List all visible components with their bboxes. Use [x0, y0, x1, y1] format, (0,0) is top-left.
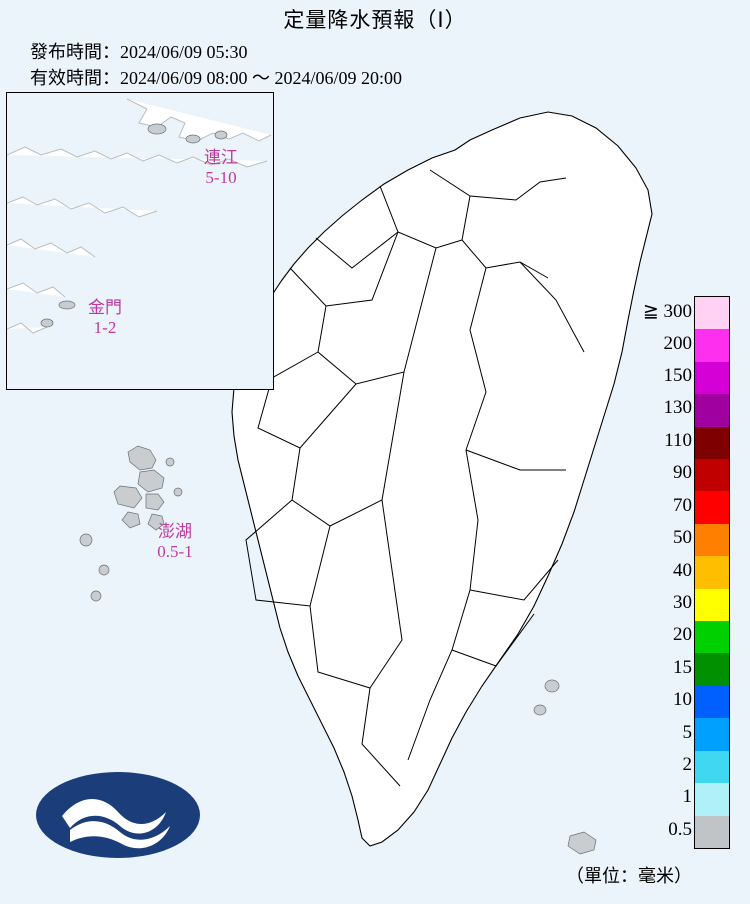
legend-band: [695, 718, 729, 751]
offshore-islets: [533, 679, 597, 855]
legend-tick: 10: [673, 689, 692, 711]
penghu-name: 澎湖: [158, 522, 192, 541]
penghu-islands: [79, 445, 183, 602]
logo-wave-icon: [62, 798, 170, 849]
legend-tick: 2: [682, 753, 693, 775]
lianjiang-label: 連江 5-10: [178, 148, 264, 187]
legend-tick: ≧ 300: [642, 301, 692, 323]
legend-band: [695, 556, 729, 589]
legend-tick: 90: [673, 462, 692, 484]
legend-band: [695, 394, 729, 427]
legend-tick: 5: [682, 721, 693, 743]
legend-band: [695, 459, 729, 492]
legend-band: [695, 523, 729, 557]
legend-tick: 150: [663, 365, 693, 387]
legend-band: [695, 491, 729, 524]
legend-band: [695, 815, 729, 848]
legend-tick: 40: [673, 559, 692, 581]
legend-band: [695, 329, 729, 362]
kinmen-label: 金門 1-2: [62, 298, 148, 337]
legend-band: [695, 750, 729, 784]
lianjiang-name: 連江: [204, 148, 238, 167]
county-boundaries: [245, 169, 585, 787]
legend-tick: 20: [673, 624, 692, 646]
issue-time-value: 2024/06/09 05:30: [120, 42, 248, 62]
valid-time-value: 2024/06/09 08:00 ～ 2024/06/09 20:00: [120, 68, 403, 88]
legend-band: [695, 297, 729, 330]
legend-band: [695, 621, 729, 654]
legend-tick: 70: [673, 494, 692, 516]
valid-time-label: 有效時間：: [30, 68, 120, 88]
legend-tick: 110: [664, 429, 692, 451]
page-title: 定量降水預報（Ⅰ）: [283, 8, 467, 32]
legend-tick: 15: [673, 656, 692, 678]
legend-band: [695, 783, 729, 816]
legend-tick: 50: [673, 527, 692, 549]
issue-time-row: 發布時間：2024/06/09 05:30: [30, 38, 248, 64]
legend-unit: （單位：毫米）: [566, 866, 692, 886]
cwa-logo: [36, 772, 200, 858]
penghu-value: 0.5-1: [157, 541, 193, 561]
legend-color-bar: [694, 296, 730, 849]
kinmen-name: 金門: [88, 298, 122, 317]
legend-band: [695, 653, 729, 686]
legend-tick: 130: [663, 397, 693, 419]
lianjiang-value: 5-10: [205, 167, 237, 187]
legend-band: [695, 588, 729, 622]
kinmen-value: 1-2: [93, 317, 117, 337]
legend-band: [695, 361, 729, 395]
valid-time-row: 有效時間：2024/06/09 08:00 ～ 2024/06/09 20:00: [30, 64, 402, 90]
legend-band: [695, 685, 729, 719]
inset-coastline: [7, 98, 272, 334]
legend-tick: 1: [682, 786, 693, 808]
legend-tick: 30: [673, 591, 692, 613]
issue-time-label: 發布時間：: [30, 42, 120, 62]
penghu-label: 澎湖 0.5-1: [130, 522, 220, 561]
legend-tick-labels: ≧ 300 200 150 130 110 90 70 50 40 30 20 15 10 5 2 1 0.5: [636, 296, 692, 849]
matsu-kinmen-inset: [6, 92, 274, 390]
legend-tick: 200: [663, 332, 693, 354]
legend-band: [695, 426, 729, 460]
legend-tick: 0.5: [668, 818, 692, 840]
